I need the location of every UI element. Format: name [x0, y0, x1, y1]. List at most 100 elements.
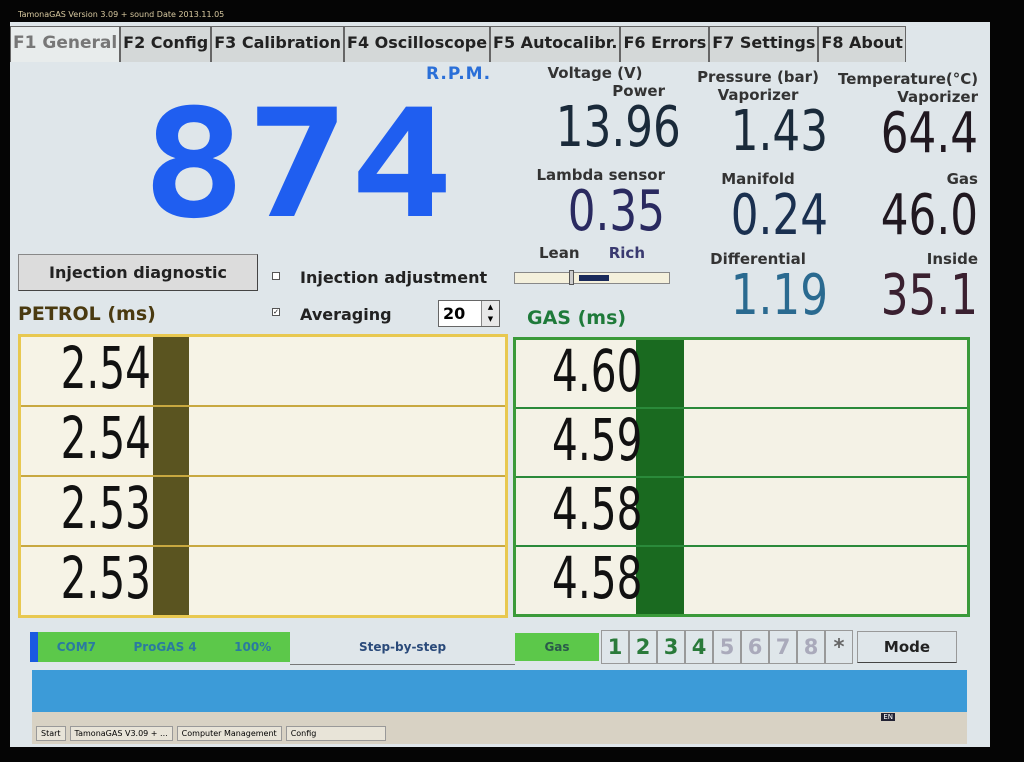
temperature-column: Temperature(°C) Vaporizer 64.4 Gas 46.0 … — [838, 70, 978, 324]
petrol-value: 2.53 — [60, 547, 151, 612]
cylinder-buttons: 1 2 3 4 5 6 7 8 * — [601, 630, 853, 664]
lambda-label: Lambda sensor — [536, 166, 665, 184]
connection-status: COM7 ProGAS 4 100% — [38, 632, 290, 662]
injection-adjustment-label: Injection adjustment — [300, 268, 488, 287]
rich-label: Rich — [608, 244, 645, 262]
all-cylinders-button[interactable]: * — [825, 630, 853, 664]
petrol-row: 2.54 — [21, 407, 505, 477]
tray-strip: EN — [32, 712, 967, 724]
slider-handle[interactable] — [569, 270, 574, 285]
language-indicator[interactable]: EN — [881, 713, 895, 721]
gas-table: 4.60 4.59 4.58 4.58 — [513, 337, 970, 617]
info-band — [32, 670, 967, 714]
gas-value: 4.59 — [552, 409, 643, 474]
status-bar: COM7 ProGAS 4 100% Step-by-step Gas 1 2 … — [30, 626, 966, 668]
gas-value: 4.58 — [552, 478, 643, 543]
petrol-row: 2.53 — [21, 477, 505, 547]
step-by-step-button[interactable]: Step-by-step — [290, 629, 515, 665]
injection-diagnostic-button[interactable]: Injection diagnostic — [18, 254, 258, 291]
differential-value: 1.19 — [730, 263, 828, 328]
lean-label: Lean — [539, 244, 580, 262]
petrol-row: 2.53 — [21, 547, 505, 615]
petrol-row: 2.54 — [21, 337, 505, 407]
lambda-slider[interactable] — [514, 270, 670, 285]
petrol-bar — [153, 477, 189, 545]
power-label: Power — [612, 82, 665, 100]
pressure-column: Pressure (bar) Vaporizer 1.43 Manifold 0… — [688, 68, 828, 324]
injection-adjustment-checkbox[interactable] — [272, 272, 280, 280]
cylinder-2-button[interactable]: 2 — [629, 630, 657, 664]
differential-label: Differential — [710, 250, 806, 268]
cylinder-7-button[interactable]: 7 — [769, 630, 797, 664]
cylinder-5-button[interactable]: 5 — [713, 630, 741, 664]
taskbar-item-computer-management[interactable]: Computer Management — [176, 725, 282, 741]
rpm-value: 874 — [142, 90, 454, 240]
gas-value: 4.60 — [552, 340, 643, 405]
cylinder-1-button[interactable]: 1 — [601, 630, 629, 664]
vaporizer-temp-value: 64.4 — [880, 101, 978, 166]
tab-oscilloscope[interactable]: F4 Oscilloscope — [344, 26, 491, 62]
petrol-value: 2.54 — [60, 337, 151, 402]
rpm-label: R.P.M. — [426, 64, 492, 84]
vaporizer-temp-label: Vaporizer — [897, 88, 978, 106]
tab-config[interactable]: F2 Config — [120, 26, 212, 62]
start-button[interactable]: Start — [36, 725, 66, 741]
temperature-header: Temperature(°C) — [838, 70, 979, 88]
cylinder-8-button[interactable]: 8 — [797, 630, 825, 664]
petrol-title: PETROL (ms) — [18, 303, 156, 325]
gas-temp-value: 46.0 — [880, 183, 978, 248]
gas-row: 4.58 — [516, 547, 967, 614]
inside-temp-label: Inside — [926, 250, 978, 268]
percent-label: 100% — [234, 640, 272, 654]
petrol-bar — [153, 337, 189, 405]
taskbar: Start TamonaGAS V3.09 + ... Computer Man… — [32, 722, 967, 744]
port-label: COM7 — [56, 640, 97, 654]
vaporizer-pressure-label: Vaporizer — [717, 86, 799, 104]
voltage-column: Voltage (V) Power 13.96 Lambda sensor 0.… — [525, 64, 681, 262]
status-edge — [30, 632, 38, 662]
voltage-header: Voltage (V) — [547, 64, 643, 82]
taskbar-item-tamonagas[interactable]: TamonaGAS V3.09 + ... — [69, 725, 173, 741]
fuel-indicator: Gas — [515, 633, 599, 661]
gas-row: 4.60 — [516, 340, 967, 409]
device-label: ProGAS 4 — [133, 640, 197, 654]
petrol-table: 2.54 2.54 2.53 2.53 — [18, 334, 508, 618]
taskbar-item-config[interactable]: Config — [285, 725, 386, 741]
tab-errors[interactable]: F6 Errors — [620, 26, 710, 62]
gas-bar — [636, 340, 684, 407]
spinner-arrows-icon[interactable]: ▲ ▼ — [481, 301, 499, 326]
cylinder-6-button[interactable]: 6 — [741, 630, 769, 664]
gas-bar — [636, 409, 684, 476]
gas-value: 4.58 — [552, 547, 643, 612]
tab-autocalibr[interactable]: F5 Autocalibr. — [490, 26, 621, 62]
petrol-bar — [153, 547, 189, 615]
pressure-header: Pressure (bar) — [697, 68, 819, 86]
manifold-label: Manifold — [721, 170, 795, 188]
cylinder-3-button[interactable]: 3 — [657, 630, 685, 664]
gas-temp-label: Gas — [946, 170, 978, 188]
gas-row: 4.59 — [516, 409, 967, 478]
averaging-checkbox[interactable]: ✓ — [272, 308, 280, 316]
petrol-bar — [153, 407, 189, 475]
averaging-value: 20 — [443, 304, 466, 323]
gas-bar — [636, 478, 684, 545]
lambda-bar — [579, 275, 609, 281]
window-title: TamonaGAS Version 3.09 + sound Date 2013… — [18, 10, 225, 19]
tab-calibration[interactable]: F3 Calibration — [211, 26, 345, 62]
power-value: 13.96 — [555, 95, 681, 160]
gas-title: GAS (ms) — [527, 307, 627, 329]
averaging-spinner[interactable]: 20 ▲ ▼ — [438, 300, 500, 327]
mode-button[interactable]: Mode — [857, 631, 957, 663]
gas-bar — [636, 547, 684, 614]
inside-temp-value: 35.1 — [880, 263, 978, 328]
manifold-value: 0.24 — [730, 183, 828, 248]
lambda-value: 0.35 — [567, 179, 665, 244]
tab-general[interactable]: F1 General — [10, 26, 121, 62]
tab-settings[interactable]: F7 Settings — [709, 26, 819, 62]
averaging-label: Averaging — [300, 305, 392, 324]
cylinder-4-button[interactable]: 4 — [685, 630, 713, 664]
tab-about[interactable]: F8 About — [818, 26, 906, 62]
tab-bar: F1 General F2 Config F3 Calibration F4 O… — [10, 26, 906, 62]
vaporizer-pressure-value: 1.43 — [730, 99, 828, 164]
gas-row: 4.58 — [516, 478, 967, 547]
